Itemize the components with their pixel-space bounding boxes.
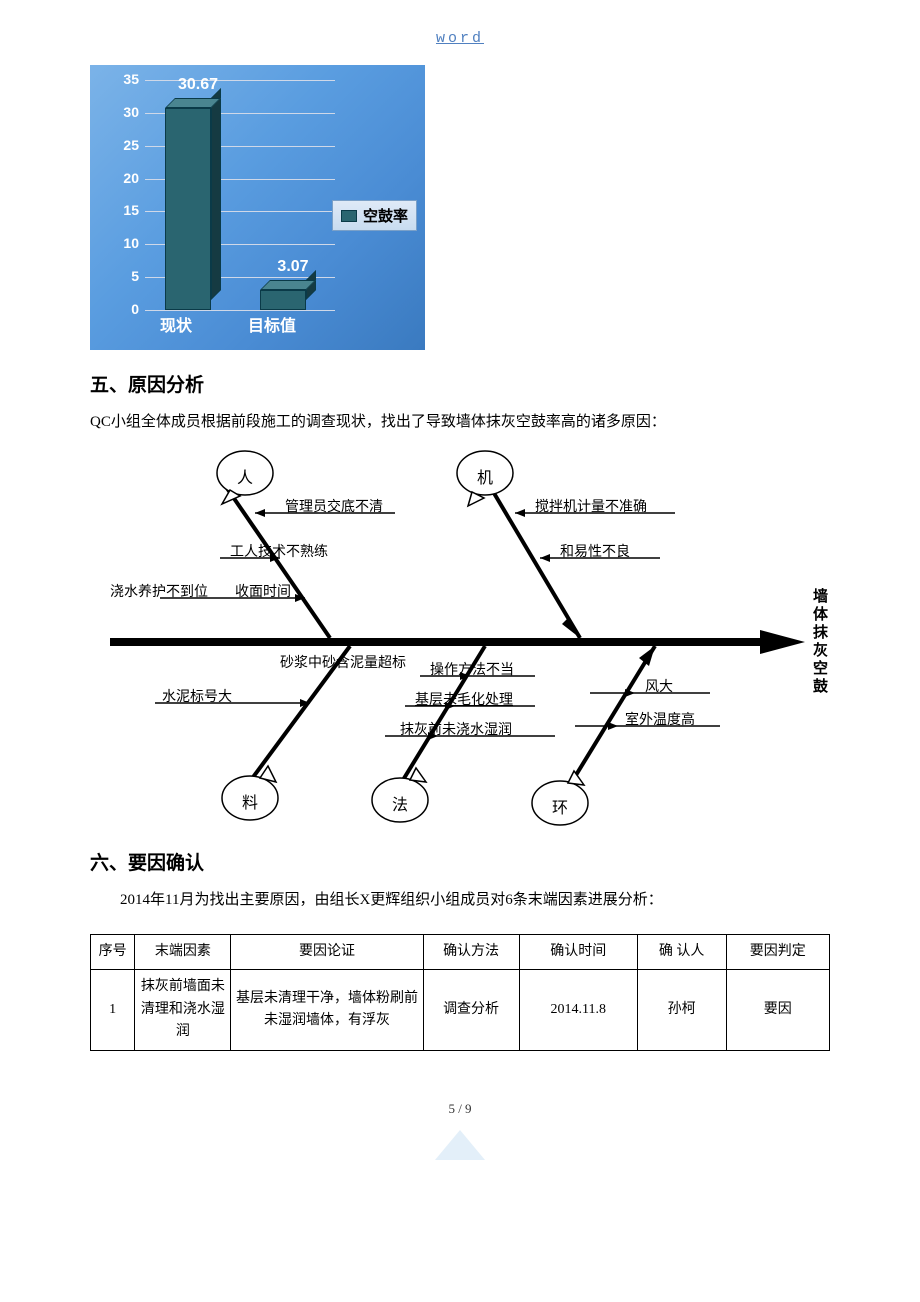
fish-cat-ren: 人	[237, 464, 253, 488]
cell: 要因	[726, 970, 830, 1050]
bar-0	[165, 108, 211, 310]
col-header-5: 确 认人	[637, 935, 726, 970]
fb-liao-0: 砂浆中砂含泥量超标	[280, 652, 406, 672]
cell: 1	[91, 970, 135, 1050]
fish-cat-fa: 法	[392, 791, 408, 815]
fb-ji-1: 和易性不良	[560, 541, 630, 561]
ytick-35: 35	[105, 71, 139, 87]
cell: 调查分析	[423, 970, 519, 1050]
xaxis-label-target: 目标值	[248, 312, 296, 336]
legend-swatch	[341, 210, 357, 222]
fb-huan-0: 风大	[645, 676, 673, 696]
bar-chart: 0 5 10 15 20 25 30 35 30.67 3.07 现状 目标值 空鼓率	[90, 65, 425, 350]
bar-1	[260, 290, 306, 310]
fish-cat-huan: 环	[552, 794, 568, 818]
ytick-15: 15	[105, 202, 139, 218]
bar-value-0: 30.67	[165, 76, 231, 94]
fb-ren-3: 收面时间	[235, 581, 291, 601]
fish-head: 墙体抹灰空鼓	[808, 588, 831, 696]
fishbone-diagram: 人 机 料 法 环 管理员交底不清 工人技术不熟练 浇水养护不到位 收面时间 搅…	[90, 448, 830, 828]
fb-fa-2: 抹灰前未浇水湿润	[400, 719, 512, 739]
chart-legend: 空鼓率	[332, 200, 417, 231]
ytick-5: 5	[105, 268, 139, 284]
fb-ren-1: 工人技术不熟练	[230, 541, 328, 561]
cell: 基层未清理干净，墙体粉刷前未湿润墙体，有浮灰	[231, 970, 423, 1050]
ytick-20: 20	[105, 170, 139, 186]
col-header-2: 要因论证	[231, 935, 423, 970]
cell: 2014.11.8	[519, 970, 637, 1050]
section6-text: 2014年11月为找出主要原因，由组长X更辉组织小组成员对6条末端因素进展分析：	[90, 887, 830, 914]
section5-title: 五、原因分析	[90, 370, 830, 397]
col-header-4: 确认时间	[519, 935, 637, 970]
footer-decoration	[90, 1125, 830, 1170]
cell: 抹灰前墙面未清理和浇水湿润	[135, 970, 231, 1050]
fb-fa-1: 基层未毛化处理	[415, 689, 513, 709]
ytick-0: 0	[105, 301, 139, 317]
fb-huan-1: 室外温度高	[625, 709, 695, 729]
ytick-10: 10	[105, 235, 139, 251]
header-link: word	[90, 30, 830, 47]
bar-value-1: 3.07	[260, 258, 326, 276]
cell: 孙柯	[637, 970, 726, 1050]
fish-cat-liao: 料	[242, 789, 258, 813]
fb-ren-0: 管理员交底不清	[285, 496, 383, 516]
ytick-25: 25	[105, 137, 139, 153]
legend-label: 空鼓率	[363, 205, 408, 226]
fb-ji-0: 搅拌机计量不准确	[535, 496, 647, 516]
factor-table: 序号末端因素要因论证确认方法确认时间确 认人要因判定 1抹灰前墙面未清理和浇水湿…	[90, 934, 830, 1051]
table-row: 1抹灰前墙面未清理和浇水湿润基层未清理干净，墙体粉刷前未湿润墙体，有浮灰调查分析…	[91, 970, 830, 1050]
section5-text: QC小组全体成员根据前段施工的调查现状，找出了导致墙体抹灰空鼓率高的诸多原因：	[90, 409, 830, 436]
col-header-6: 要因判定	[726, 935, 830, 970]
fb-liao-1: 水泥标号大	[162, 686, 232, 706]
fishbone-svg	[90, 448, 830, 828]
section6-title: 六、要因确认	[90, 848, 830, 875]
ytick-30: 30	[105, 104, 139, 120]
col-header-3: 确认方法	[423, 935, 519, 970]
fb-fa-0: 操作方法不当	[430, 659, 514, 679]
fish-cat-ji: 机	[477, 464, 493, 488]
page-number: 5 / 9	[90, 1101, 830, 1117]
xaxis-label-current: 现状	[160, 312, 192, 336]
col-header-1: 末端因素	[135, 935, 231, 970]
col-header-0: 序号	[91, 935, 135, 970]
fb-ren-2: 浇水养护不到位	[110, 581, 208, 601]
